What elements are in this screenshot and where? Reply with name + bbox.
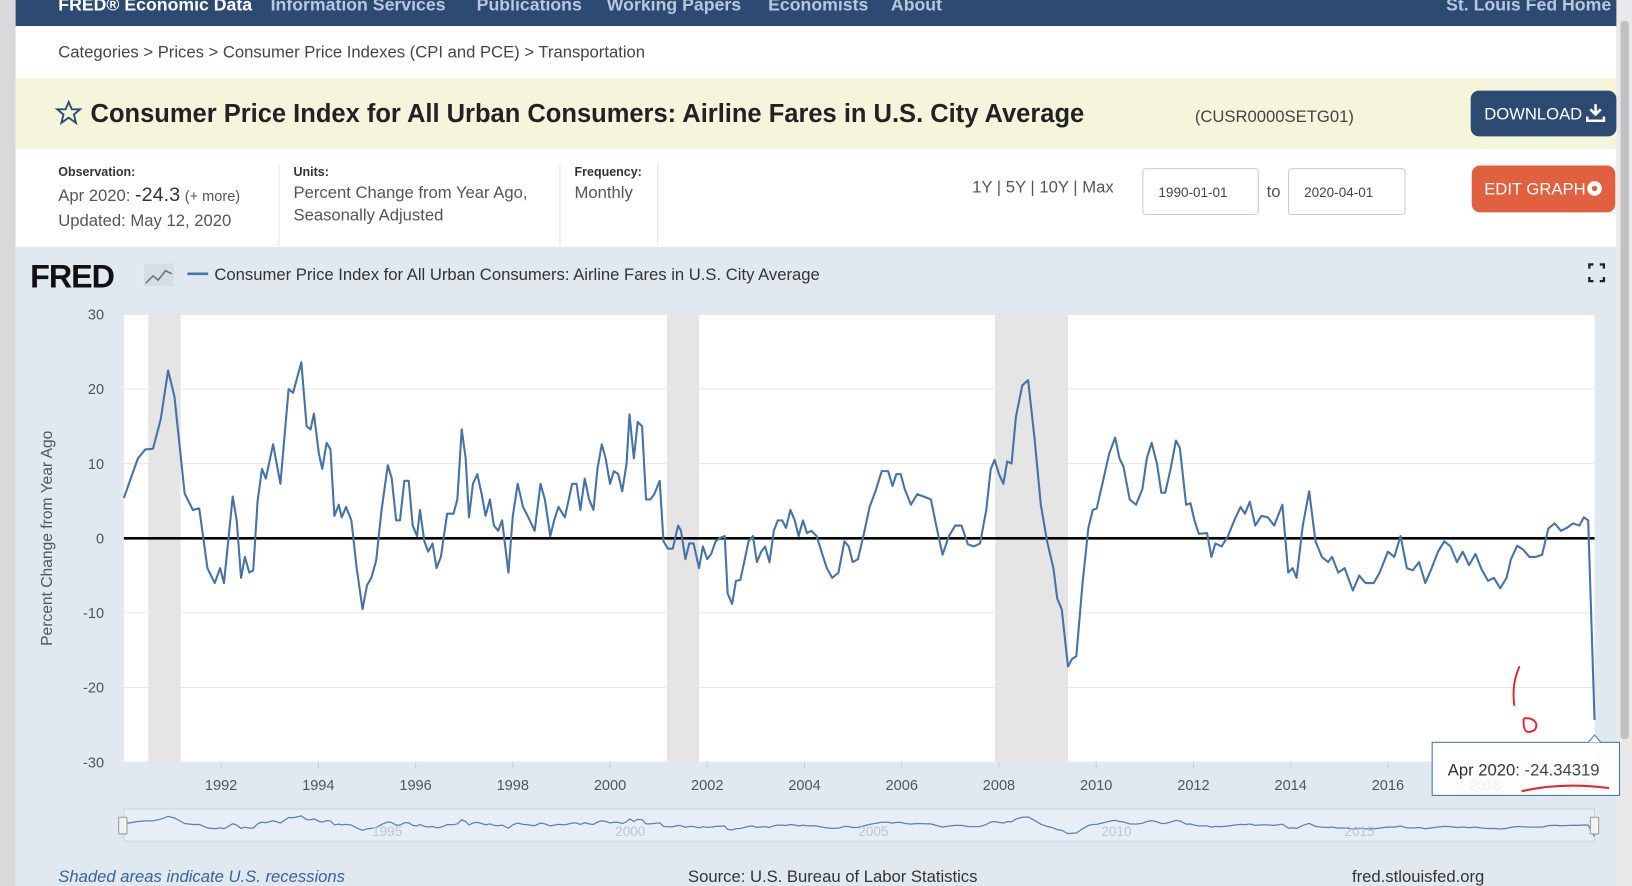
frequency-label: Frequency: xyxy=(575,165,642,179)
tooltip-value: -24.34319 xyxy=(1525,761,1600,780)
fred-logo: FRED xyxy=(30,258,114,294)
x-tick-label: 2002 xyxy=(691,778,723,794)
favorite-star[interactable] xyxy=(54,99,83,126)
navigator-label: 2015 xyxy=(1344,824,1374,839)
y-tick-label: 30 xyxy=(88,308,104,324)
x-tick-label: 2012 xyxy=(1177,778,1209,794)
y-tick-label: -20 xyxy=(83,681,104,697)
x-tick-label: 1996 xyxy=(399,778,431,794)
observation-value: -24.3 xyxy=(135,184,180,206)
series-title: Consumer Price Index for All Urban Consu… xyxy=(91,100,1085,128)
title-band xyxy=(15,78,1617,149)
end-date: 2020-04-01 xyxy=(1304,185,1373,200)
nav-right[interactable]: St. Louis Fed Home xyxy=(1446,0,1611,14)
nav-item[interactable]: Publications xyxy=(477,0,582,14)
units: Seasonally Adjusted xyxy=(294,206,444,225)
nav-brand[interactable]: FRED® Economic Data xyxy=(58,0,252,14)
x-tick-label: 1994 xyxy=(302,778,334,794)
nav-bar xyxy=(15,0,1617,27)
units: Percent Change from Year Ago, xyxy=(294,183,528,202)
x-tick-label: 2008 xyxy=(983,778,1015,794)
download-label: DOWNLOAD xyxy=(1484,105,1582,124)
y-tick-label: 10 xyxy=(88,457,104,473)
y-tick-label: 0 xyxy=(96,531,104,547)
scrollbar-thumb[interactable] xyxy=(1620,20,1629,740)
navigator-line xyxy=(123,815,1596,837)
start-date: 1990-01-01 xyxy=(1158,185,1227,200)
x-tick-label: 1998 xyxy=(497,778,529,794)
series-line xyxy=(122,361,1596,720)
nav-item[interactable]: Economists xyxy=(768,0,868,14)
nav-item[interactable]: Information Services xyxy=(271,0,446,14)
navigator-series: 1995 2000 2005 2010 2015 xyxy=(123,815,1596,839)
units-label: Units: xyxy=(294,165,329,179)
gear-icon-hole xyxy=(1591,185,1598,192)
y-tick-label: -30 xyxy=(83,755,104,771)
annotation-scribble xyxy=(1522,717,1538,733)
tooltip-text: Apr 2020: -24.34319 xyxy=(1448,761,1600,780)
download-icon xyxy=(1585,104,1606,123)
navigator-label: 1995 xyxy=(372,824,402,839)
x-tick-label: 2000 xyxy=(594,778,626,794)
edit-graph-label: EDIT GRAPH xyxy=(1484,180,1585,199)
to-label: to xyxy=(1267,182,1281,201)
observation: Apr 2020: -24.3 (+ more) xyxy=(58,184,240,206)
y-tick-label: 20 xyxy=(88,382,104,398)
site: fred.stlouisfed.org xyxy=(1352,867,1484,886)
x-tick-label: 2004 xyxy=(788,778,820,794)
end-date-input[interactable] xyxy=(1288,168,1406,215)
x-tick-label: 2014 xyxy=(1274,778,1306,794)
y-tick-label: -10 xyxy=(83,606,104,622)
fullscreen-icon[interactable] xyxy=(1588,263,1606,283)
navigator[interactable] xyxy=(123,808,1596,842)
recession-note[interactable]: Shaded areas indicate U.S. recessions xyxy=(58,867,345,886)
nav-item[interactable]: Working Papers xyxy=(607,0,741,14)
start-date-input[interactable] xyxy=(1142,168,1259,215)
navigator-label: 2010 xyxy=(1101,824,1131,839)
x-tick-label: 2016 xyxy=(1372,778,1404,794)
source: Source: U.S. Bureau of Labor Statistics xyxy=(688,867,977,886)
legend-label[interactable]: Consumer Price Index for All Urban Consu… xyxy=(214,265,819,284)
series-id: (CUSR0000SETG01) xyxy=(1195,107,1354,126)
observation-date: Apr 2020: xyxy=(58,186,130,205)
edit-graph-button[interactable] xyxy=(1471,165,1616,213)
navigator-handle[interactable] xyxy=(1589,816,1600,835)
logo-icon-line xyxy=(145,269,173,284)
navigator-label: 2000 xyxy=(615,824,645,839)
y-axis-title: Percent Change from Year Ago xyxy=(39,430,56,646)
frequency: Monthly xyxy=(575,183,634,202)
nav-item[interactable]: About xyxy=(891,0,942,14)
observation-more[interactable]: (+ more) xyxy=(185,189,240,205)
observation-label: Observation: xyxy=(58,165,135,179)
annotation-scribble xyxy=(1521,784,1610,793)
tooltip-label: Apr 2020: xyxy=(1448,761,1520,780)
updated: Updated: May 12, 2020 xyxy=(58,211,231,230)
logo-icon xyxy=(143,263,174,287)
navigator-handle[interactable] xyxy=(118,816,128,835)
x-tick-label: 1992 xyxy=(205,778,237,794)
range-buttons[interactable]: 1Y | 5Y | 10Y | Max xyxy=(972,178,1114,197)
navigator-label: 2005 xyxy=(858,824,888,839)
annotation-scribble xyxy=(1512,665,1521,707)
breadcrumb[interactable]: Categories > Prices > Consumer Price Ind… xyxy=(58,42,645,61)
tooltip-pointer xyxy=(1587,734,1602,743)
download-button[interactable] xyxy=(1470,90,1617,137)
x-tick-label: 2010 xyxy=(1080,778,1112,794)
x-tick-label: 2006 xyxy=(886,778,918,794)
